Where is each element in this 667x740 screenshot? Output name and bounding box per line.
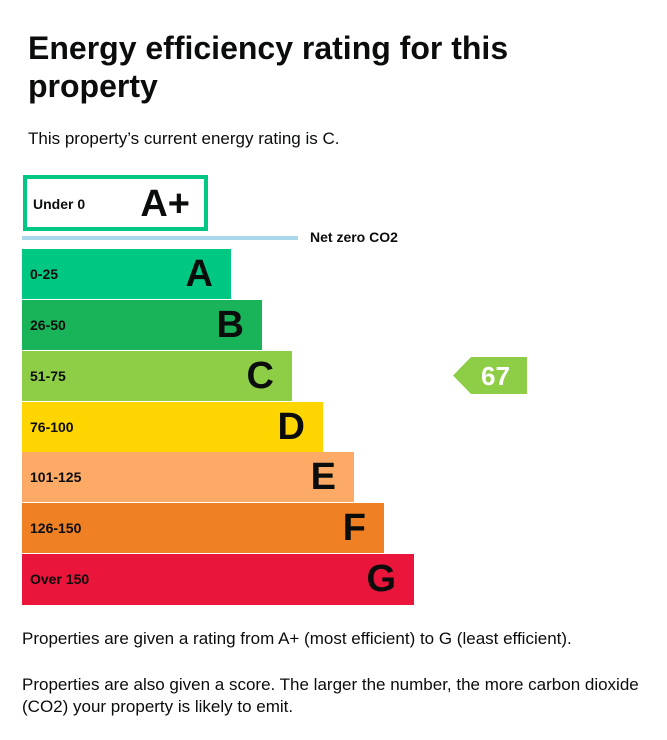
band-c: 51-75 C — [22, 351, 292, 401]
band-letter: D — [277, 406, 305, 448]
arrow-shape — [453, 357, 527, 394]
current-rating-text: This property’s current energy rating is… — [28, 129, 340, 148]
current-score-arrow: 67 — [453, 357, 527, 394]
band-letter: A — [185, 253, 213, 295]
net-zero-line — [22, 236, 298, 240]
page-title: Energy efficiency rating for this proper… — [28, 30, 509, 104]
score-explanation: Properties are also given a score. The l… — [22, 675, 639, 716]
band-f: 126-150 F — [22, 503, 384, 553]
band-range: 0-25 — [30, 266, 59, 282]
band-a-plus: Under 0 A+ — [23, 175, 208, 231]
band-range: 126-150 — [30, 520, 82, 536]
band-d: 76-100 D — [22, 402, 323, 452]
band-range: 76-100 — [30, 419, 74, 435]
band-range: Over 150 — [30, 571, 90, 587]
band-letter: F — [342, 507, 366, 549]
band-range: 101-125 — [30, 469, 82, 485]
band-range: 26-50 — [30, 317, 66, 333]
net-zero-label: Net zero CO2 — [310, 229, 398, 245]
band-range: 51-75 — [30, 368, 66, 384]
current-score: 67 — [481, 361, 510, 391]
band-range: Under 0 — [33, 196, 86, 212]
rating-explanation: Properties are given a rating from A+ (m… — [22, 629, 572, 648]
band-e: 101-125 E — [22, 452, 354, 502]
band-letter: E — [310, 456, 336, 498]
band-letter: B — [216, 304, 244, 346]
band-letter: A+ — [140, 183, 190, 225]
band-letter: G — [366, 558, 396, 600]
band-letter: C — [246, 355, 274, 397]
band-g: Over 150 G — [22, 554, 414, 605]
band-b: 26-50 B — [22, 300, 262, 350]
band-a: 0-25 A — [22, 249, 231, 299]
